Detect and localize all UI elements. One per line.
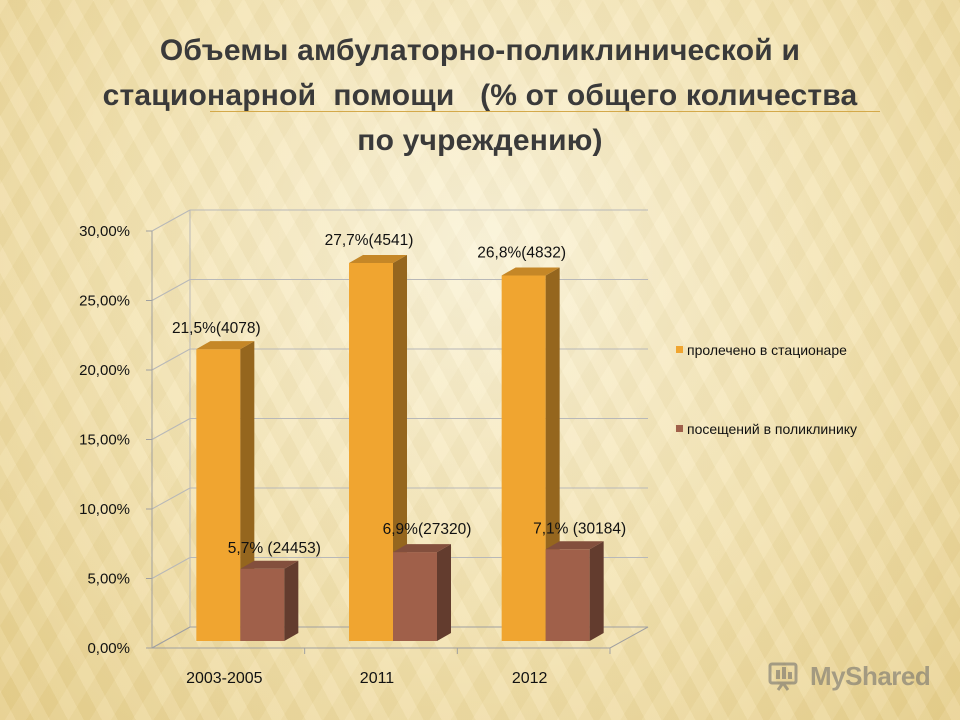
data-label: 6,9%(27320) bbox=[383, 521, 472, 538]
x-category-label: 2003-2005 bbox=[186, 670, 263, 687]
x-category-label: 2011 bbox=[360, 670, 395, 687]
title-line-2: стационарной помощи (% от общего количес… bbox=[102, 79, 858, 112]
y-tick-label: 15,00% bbox=[79, 432, 130, 449]
legend-swatch bbox=[676, 346, 683, 353]
bar-top bbox=[393, 544, 451, 553]
gridline-side bbox=[151, 348, 191, 371]
y-tick-label: 30,00% bbox=[79, 223, 130, 240]
y-tick-label: 0,00% bbox=[87, 640, 130, 657]
bar-top bbox=[501, 267, 560, 276]
data-label: 5,7% (24453) bbox=[228, 540, 321, 557]
bar-top bbox=[349, 254, 407, 263]
title-line-3: по учреждению) bbox=[357, 124, 603, 157]
data-label: 26,8%(4832) bbox=[477, 244, 566, 261]
data-label: 27,7%(4541) bbox=[325, 232, 414, 249]
bar-clinic-2012 bbox=[545, 549, 590, 641]
watermark-logo: MyShared bbox=[768, 656, 931, 696]
bar-side bbox=[437, 544, 451, 641]
bar-hospital-2012 bbox=[501, 275, 546, 641]
y-tick-label: 20,00% bbox=[79, 362, 130, 379]
watermark-text: MyShared bbox=[810, 660, 931, 691]
y-tick-label: 5,00% bbox=[87, 571, 130, 588]
x-category-label: 2012 bbox=[512, 670, 548, 687]
chart-title: Объемы амбулаторно-поликлинической и ста… bbox=[0, 28, 960, 163]
gridline-side bbox=[151, 418, 191, 440]
bar-clinic-2011 bbox=[393, 552, 437, 641]
bar-hospital-2011 bbox=[349, 262, 393, 641]
gridline-side bbox=[151, 487, 191, 510]
bar-hospital-2003-2005 bbox=[196, 349, 241, 641]
presentation-icon bbox=[768, 662, 798, 691]
gridline-side bbox=[151, 209, 191, 232]
legend-label: посещений в поликлинику bbox=[687, 421, 857, 437]
title-underline bbox=[210, 111, 880, 112]
legend-label: пролечено в стационаре bbox=[687, 342, 847, 358]
legend-swatch bbox=[676, 425, 683, 432]
title-line-1: Объемы амбулаторно-поликлинической и bbox=[159, 34, 801, 67]
gridline-side bbox=[151, 557, 191, 579]
bar-top bbox=[196, 341, 255, 350]
bar-side bbox=[589, 541, 604, 641]
bar-top bbox=[240, 560, 299, 569]
bar-side bbox=[393, 254, 407, 641]
y-tick-label: 25,00% bbox=[79, 293, 130, 310]
data-label: 21,5%(4078) bbox=[172, 320, 261, 337]
bar-side bbox=[284, 560, 299, 641]
y-tick-label: 10,00% bbox=[79, 501, 130, 518]
bar-clinic-2003-2005 bbox=[240, 568, 285, 641]
gridline-side bbox=[151, 279, 191, 301]
bar-top bbox=[545, 541, 604, 550]
data-label: 7,1% (30184) bbox=[533, 520, 626, 537]
